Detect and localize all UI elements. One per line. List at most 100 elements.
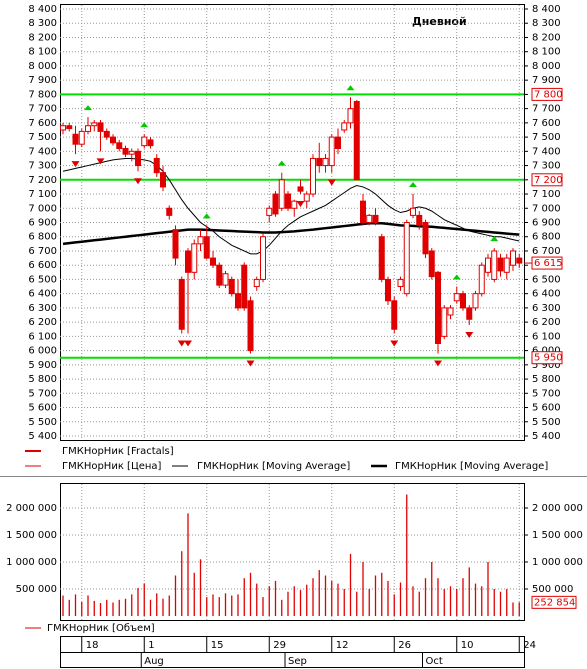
y-tick-label: 7 300 — [28, 161, 57, 172]
candle-body — [485, 257, 491, 273]
x-tick-label: 29 — [273, 640, 286, 651]
fractal-down — [327, 179, 336, 186]
y-tick-label: 7 800 — [28, 89, 57, 100]
y-tick-label: 7 100 — [28, 189, 57, 200]
y-tick-label: 7 200 — [28, 175, 57, 186]
y-tick-label: 8 200 — [28, 32, 57, 43]
candle-body — [397, 278, 404, 288]
y-tick-label: 7 900 — [28, 75, 57, 86]
level-label: 7 200 — [534, 175, 563, 186]
y-tick-label-right: 5 800 — [532, 374, 561, 385]
volume-panel — [60, 483, 525, 621]
last-volume-label: 252 854 — [534, 597, 575, 608]
candle-body — [197, 236, 204, 245]
chart-title: Дневной — [412, 15, 467, 28]
fractal-down — [177, 340, 186, 347]
y-tick-label-right: 6 200 — [532, 317, 561, 328]
legend-label: ГМКНорНик [Moving Average] — [197, 461, 350, 472]
candle-body — [322, 157, 329, 167]
legend-label: ГМКНорНик [Moving Average] — [395, 461, 548, 472]
candle-body — [447, 307, 454, 316]
level-box — [531, 351, 563, 365]
fractal-down — [434, 360, 442, 367]
y-tick-label: 6 900 — [28, 218, 57, 229]
fractal-up — [84, 105, 92, 111]
y-tick-label-right: 6 000 — [532, 346, 561, 357]
y-tick-label-right: 6 500 — [532, 274, 561, 285]
candle-body — [78, 130, 85, 145]
candle-body — [385, 278, 391, 302]
candle-body — [491, 250, 498, 280]
fractal-up — [409, 182, 417, 188]
fractal-up — [202, 213, 211, 219]
candle-body — [291, 200, 298, 209]
candle-body — [235, 293, 241, 309]
candle-body — [272, 193, 279, 215]
candle-body — [366, 214, 373, 223]
fractal-down — [246, 360, 255, 367]
y-tick-label-right: 6 400 — [532, 289, 561, 300]
level-label: 5 950 — [534, 353, 563, 364]
volume-tick-label-right: 500 000 — [532, 584, 573, 595]
candle-body — [328, 136, 335, 167]
y-tick-label: 6 100 — [28, 331, 57, 342]
candle-body — [166, 207, 173, 216]
volume-tick-label-right: 2 000 000 — [532, 503, 583, 514]
last-price-label: 6 615 — [534, 258, 563, 269]
fractal-up — [490, 236, 499, 242]
candle-body — [178, 278, 185, 330]
candle-body — [310, 157, 316, 195]
y-tick-label: 5 400 — [28, 431, 57, 442]
y-tick-label: 6 400 — [28, 289, 57, 300]
candle-body — [185, 250, 191, 273]
fractal-down — [184, 340, 192, 347]
candle-body — [341, 122, 348, 131]
candle-body — [110, 136, 116, 144]
candle-body — [416, 214, 423, 226]
x-tick-label: 26 — [398, 640, 411, 651]
y-tick-label: 7 600 — [28, 118, 57, 129]
x-tick-label: 15 — [211, 640, 224, 651]
candle-body — [153, 157, 160, 174]
volume-tick-label-right: 1 000 000 — [532, 557, 583, 568]
y-tick-label-right: 5 600 — [532, 403, 561, 414]
volume-tick-label: 1 500 000 — [6, 530, 57, 541]
candle-body — [160, 172, 166, 188]
candle-body — [147, 139, 154, 147]
candle-body — [128, 150, 135, 155]
candle-body — [285, 193, 291, 209]
candle-body — [116, 142, 123, 149]
moving-average — [62, 221, 520, 246]
candle-body — [60, 125, 66, 131]
candle-body — [266, 207, 273, 216]
candle-body — [503, 257, 510, 273]
y-tick-label: 7 700 — [28, 104, 57, 115]
candle-body — [303, 193, 310, 202]
candle-body — [410, 207, 416, 216]
y-tick-label-right: 7 400 — [532, 146, 561, 157]
y-tick-label-right: 8 100 — [532, 47, 561, 58]
candle-body — [253, 278, 260, 288]
y-tick-label-right: 8 300 — [532, 18, 561, 29]
y-tick-label: 6 200 — [28, 317, 57, 328]
candle-body — [335, 136, 341, 149]
y-tick-label-right: 7 000 — [532, 203, 561, 214]
y-tick-label-right: 5 500 — [532, 417, 561, 428]
candle-body — [241, 264, 248, 309]
candle-body — [297, 186, 304, 192]
y-tick-label-right: 8 200 — [532, 32, 561, 43]
month-label: Sep — [288, 656, 307, 667]
y-tick-label: 5 800 — [28, 374, 57, 385]
y-tick-label-right: 7 700 — [532, 104, 561, 115]
volume-tick-label-right: 1 500 000 — [532, 530, 583, 541]
volume-tick-label: 2 000 000 — [6, 503, 57, 514]
y-tick-label: 7 400 — [28, 146, 57, 157]
y-tick-label-right: 6 300 — [532, 303, 561, 314]
candle-body — [191, 243, 198, 273]
fractal-up — [277, 160, 286, 166]
candle-body — [497, 257, 504, 272]
y-tick-label-right: 6 900 — [532, 218, 561, 229]
candle-body — [85, 125, 91, 132]
level-label: 7 800 — [534, 89, 563, 100]
